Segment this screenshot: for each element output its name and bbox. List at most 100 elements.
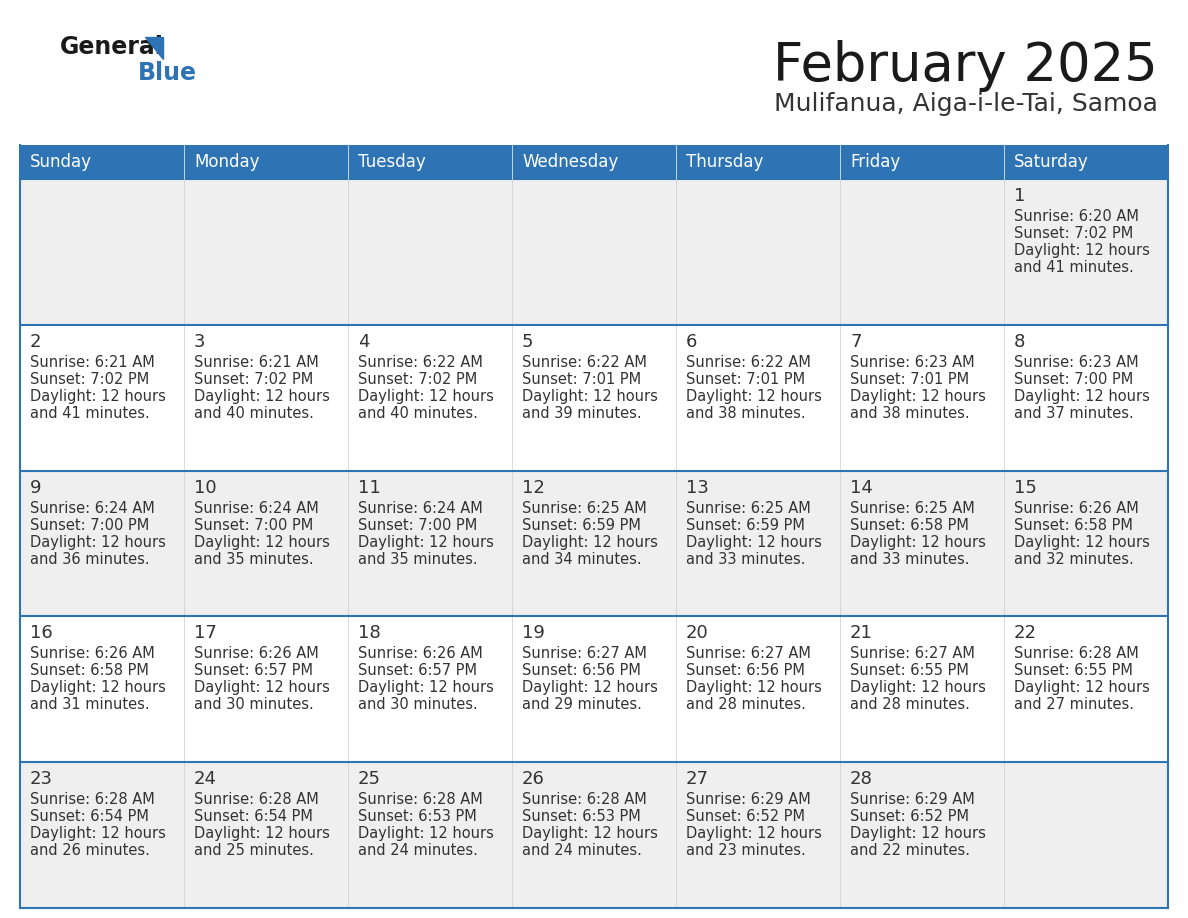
Text: February 2025: February 2025 bbox=[773, 40, 1158, 92]
Text: Sunrise: 6:22 AM: Sunrise: 6:22 AM bbox=[685, 354, 811, 370]
Text: 14: 14 bbox=[849, 478, 873, 497]
Text: 18: 18 bbox=[358, 624, 380, 643]
Bar bbox=[1004, 145, 1168, 179]
Text: Sunrise: 6:25 AM: Sunrise: 6:25 AM bbox=[849, 500, 974, 516]
Bar bbox=[512, 145, 676, 179]
Text: 16: 16 bbox=[30, 624, 52, 643]
Text: Sunrise: 6:21 AM: Sunrise: 6:21 AM bbox=[30, 354, 154, 370]
Text: Sunrise: 6:22 AM: Sunrise: 6:22 AM bbox=[358, 354, 482, 370]
Text: 5: 5 bbox=[522, 333, 533, 351]
Text: 1: 1 bbox=[1015, 187, 1025, 205]
Text: 2: 2 bbox=[30, 333, 42, 351]
Text: 27: 27 bbox=[685, 770, 709, 789]
Text: Sunrise: 6:26 AM: Sunrise: 6:26 AM bbox=[1015, 500, 1139, 516]
Text: Sunrise: 6:24 AM: Sunrise: 6:24 AM bbox=[358, 500, 482, 516]
Text: 12: 12 bbox=[522, 478, 545, 497]
Text: Daylight: 12 hours: Daylight: 12 hours bbox=[849, 680, 986, 696]
Text: Sunrise: 6:27 AM: Sunrise: 6:27 AM bbox=[849, 646, 975, 661]
Text: Daylight: 12 hours: Daylight: 12 hours bbox=[358, 680, 494, 696]
Text: Sunset: 6:55 PM: Sunset: 6:55 PM bbox=[1015, 664, 1133, 678]
Text: and 37 minutes.: and 37 minutes. bbox=[1015, 406, 1133, 420]
Text: and 41 minutes.: and 41 minutes. bbox=[1015, 260, 1133, 275]
Text: Daylight: 12 hours: Daylight: 12 hours bbox=[358, 826, 494, 841]
Text: Sunrise: 6:29 AM: Sunrise: 6:29 AM bbox=[849, 792, 974, 807]
Text: and 30 minutes.: and 30 minutes. bbox=[194, 698, 314, 712]
Text: 6: 6 bbox=[685, 333, 697, 351]
Text: and 22 minutes.: and 22 minutes. bbox=[849, 844, 969, 858]
Text: 15: 15 bbox=[1015, 478, 1037, 497]
Text: Sunrise: 6:26 AM: Sunrise: 6:26 AM bbox=[194, 646, 318, 661]
Bar bbox=[20, 179, 1168, 325]
Text: 10: 10 bbox=[194, 478, 216, 497]
Text: Mulifanua, Aiga-i-le-Tai, Samoa: Mulifanua, Aiga-i-le-Tai, Samoa bbox=[775, 92, 1158, 116]
Text: Sunset: 6:57 PM: Sunset: 6:57 PM bbox=[194, 664, 312, 678]
Text: 22: 22 bbox=[1015, 624, 1037, 643]
Text: and 38 minutes.: and 38 minutes. bbox=[849, 406, 969, 420]
Text: Daylight: 12 hours: Daylight: 12 hours bbox=[194, 826, 330, 841]
Text: Sunset: 7:00 PM: Sunset: 7:00 PM bbox=[1015, 372, 1133, 386]
Text: Daylight: 12 hours: Daylight: 12 hours bbox=[522, 534, 658, 550]
Text: Daylight: 12 hours: Daylight: 12 hours bbox=[522, 680, 658, 696]
Text: Saturday: Saturday bbox=[1015, 153, 1088, 171]
Text: Sunrise: 6:23 AM: Sunrise: 6:23 AM bbox=[849, 354, 974, 370]
Text: Sunrise: 6:28 AM: Sunrise: 6:28 AM bbox=[30, 792, 154, 807]
Text: Daylight: 12 hours: Daylight: 12 hours bbox=[522, 826, 658, 841]
Text: Sunset: 7:00 PM: Sunset: 7:00 PM bbox=[358, 518, 478, 532]
Text: and 26 minutes.: and 26 minutes. bbox=[30, 844, 150, 858]
Text: Daylight: 12 hours: Daylight: 12 hours bbox=[849, 826, 986, 841]
Text: and 29 minutes.: and 29 minutes. bbox=[522, 698, 642, 712]
Text: Sunset: 6:59 PM: Sunset: 6:59 PM bbox=[522, 518, 640, 532]
Text: Daylight: 12 hours: Daylight: 12 hours bbox=[30, 534, 166, 550]
Text: Monday: Monday bbox=[194, 153, 259, 171]
Text: and 35 minutes.: and 35 minutes. bbox=[194, 552, 314, 566]
Text: 3: 3 bbox=[194, 333, 206, 351]
Text: Sunrise: 6:26 AM: Sunrise: 6:26 AM bbox=[30, 646, 154, 661]
Text: Sunset: 6:54 PM: Sunset: 6:54 PM bbox=[194, 809, 312, 824]
Text: Daylight: 12 hours: Daylight: 12 hours bbox=[849, 389, 986, 404]
Text: 13: 13 bbox=[685, 478, 709, 497]
Text: 17: 17 bbox=[194, 624, 217, 643]
Text: and 25 minutes.: and 25 minutes. bbox=[194, 844, 314, 858]
Text: and 28 minutes.: and 28 minutes. bbox=[685, 698, 805, 712]
Text: Sunset: 7:02 PM: Sunset: 7:02 PM bbox=[1015, 226, 1133, 241]
Text: Daylight: 12 hours: Daylight: 12 hours bbox=[849, 534, 986, 550]
Text: Sunrise: 6:27 AM: Sunrise: 6:27 AM bbox=[685, 646, 811, 661]
Bar bbox=[20, 616, 1168, 762]
Polygon shape bbox=[145, 37, 163, 59]
Text: Daylight: 12 hours: Daylight: 12 hours bbox=[685, 680, 822, 696]
Text: Sunrise: 6:21 AM: Sunrise: 6:21 AM bbox=[194, 354, 318, 370]
Text: Sunrise: 6:22 AM: Sunrise: 6:22 AM bbox=[522, 354, 647, 370]
Text: 23: 23 bbox=[30, 770, 53, 789]
Text: Sunrise: 6:25 AM: Sunrise: 6:25 AM bbox=[685, 500, 810, 516]
Text: Sunset: 7:01 PM: Sunset: 7:01 PM bbox=[522, 372, 642, 386]
Text: Daylight: 12 hours: Daylight: 12 hours bbox=[30, 680, 166, 696]
Text: Sunrise: 6:26 AM: Sunrise: 6:26 AM bbox=[358, 646, 482, 661]
Text: and 38 minutes.: and 38 minutes. bbox=[685, 406, 805, 420]
Text: and 27 minutes.: and 27 minutes. bbox=[1015, 698, 1135, 712]
Text: 19: 19 bbox=[522, 624, 545, 643]
Text: Sunrise: 6:28 AM: Sunrise: 6:28 AM bbox=[358, 792, 482, 807]
Text: Daylight: 12 hours: Daylight: 12 hours bbox=[1015, 389, 1150, 404]
Text: and 40 minutes.: and 40 minutes. bbox=[194, 406, 314, 420]
Text: 20: 20 bbox=[685, 624, 709, 643]
Text: and 28 minutes.: and 28 minutes. bbox=[849, 698, 969, 712]
Text: Sunrise: 6:25 AM: Sunrise: 6:25 AM bbox=[522, 500, 646, 516]
Text: Sunset: 6:58 PM: Sunset: 6:58 PM bbox=[1015, 518, 1133, 532]
Text: Sunset: 6:54 PM: Sunset: 6:54 PM bbox=[30, 809, 148, 824]
Text: Sunset: 7:00 PM: Sunset: 7:00 PM bbox=[194, 518, 314, 532]
Text: Daylight: 12 hours: Daylight: 12 hours bbox=[358, 534, 494, 550]
Text: Sunrise: 6:24 AM: Sunrise: 6:24 AM bbox=[194, 500, 318, 516]
Text: Sunday: Sunday bbox=[30, 153, 91, 171]
Text: and 33 minutes.: and 33 minutes. bbox=[849, 552, 969, 566]
Text: 25: 25 bbox=[358, 770, 381, 789]
Text: and 35 minutes.: and 35 minutes. bbox=[358, 552, 478, 566]
Text: and 34 minutes.: and 34 minutes. bbox=[522, 552, 642, 566]
Bar bbox=[20, 471, 1168, 616]
Text: Sunset: 6:56 PM: Sunset: 6:56 PM bbox=[522, 664, 640, 678]
Text: Daylight: 12 hours: Daylight: 12 hours bbox=[685, 534, 822, 550]
Text: Sunset: 6:56 PM: Sunset: 6:56 PM bbox=[685, 664, 805, 678]
Text: General: General bbox=[61, 35, 164, 59]
Text: Sunset: 6:53 PM: Sunset: 6:53 PM bbox=[358, 809, 476, 824]
Text: Sunrise: 6:29 AM: Sunrise: 6:29 AM bbox=[685, 792, 810, 807]
Text: Daylight: 12 hours: Daylight: 12 hours bbox=[1015, 534, 1150, 550]
